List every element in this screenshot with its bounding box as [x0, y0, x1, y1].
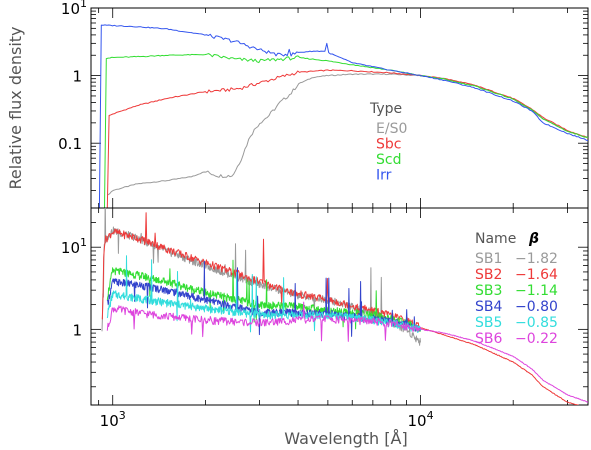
- legend-entry-sb5: SB5: [475, 315, 502, 331]
- series-line-scd: [104, 53, 588, 208]
- legend-beta-sb5: −0.85: [515, 315, 558, 331]
- y-tick-label: 101: [61, 0, 87, 18]
- x-tick-label: 103: [100, 409, 126, 430]
- series-line-sb6: [106, 301, 588, 403]
- legend-entry-scd: Scd: [376, 152, 401, 168]
- legend-entry-sb3: SB3: [475, 283, 502, 299]
- legend-entry-e-s0: E/S0: [376, 121, 407, 137]
- legend-title: Type: [369, 101, 402, 117]
- legend-entry-irr: Irr: [376, 168, 392, 184]
- legend-title: Name: [475, 231, 516, 247]
- legend-beta-sb1: −1.82: [515, 251, 558, 267]
- y-tick-label: 1: [72, 321, 82, 339]
- series-line-sb2: [101, 212, 580, 405]
- legend-entry-sb2: SB2: [475, 267, 502, 283]
- legend-entry-sbc: Sbc: [376, 137, 401, 153]
- series-line-irr: [98, 24, 588, 208]
- legend-beta-sb6: −0.22: [515, 331, 558, 347]
- legend-entry-sb4: SB4: [475, 299, 502, 315]
- legend-entry-sb1: SB1: [475, 251, 502, 267]
- top-y-axis-label: Relative flux density: [6, 26, 25, 189]
- x-tick-label: 104: [407, 409, 433, 430]
- legend-beta-header: β: [528, 231, 539, 247]
- legend-beta-sb3: −1.14: [515, 283, 558, 299]
- legend-entry-sb6: SB6: [475, 331, 502, 347]
- bottom-plot-frame: [90, 207, 589, 406]
- x-axis-label: Wavelength [Å]: [284, 429, 407, 448]
- y-tick-label: 101: [61, 236, 87, 257]
- legend-beta-sb4: −0.80: [515, 299, 558, 315]
- series-line-sb3: [106, 259, 421, 332]
- legend-beta-sb2: −1.64: [515, 267, 558, 283]
- bottom-panel: 101 1 103 104 Name β SB1 −1.82 SB2 −1.64 SB3 −1.14 S…: [61, 207, 589, 430]
- y-tick-label: 1: [72, 68, 82, 86]
- series-line-sbc: [106, 69, 588, 208]
- y-tick-label: 0.1: [58, 135, 82, 153]
